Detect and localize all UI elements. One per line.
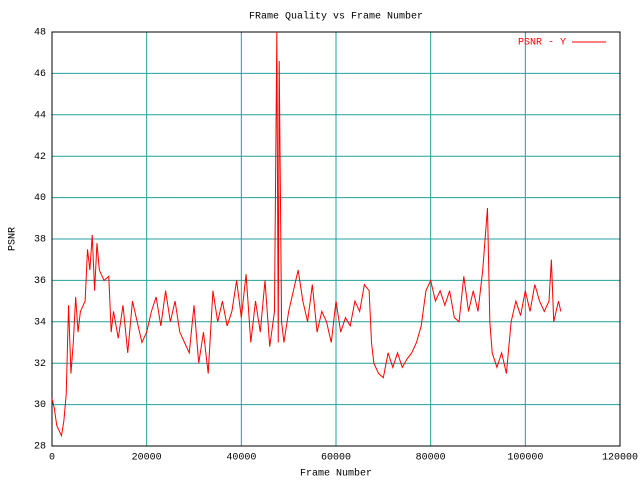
x-axis-label: Frame Number: [300, 468, 372, 480]
legend-label: PSNR - Y: [518, 38, 566, 49]
x-tick-label: 80000: [416, 453, 446, 464]
y-tick-label: 46: [34, 69, 46, 80]
y-tick-label: 34: [34, 317, 46, 328]
x-tick-label: 120000: [602, 453, 638, 464]
y-tick-label: 38: [34, 235, 46, 246]
y-tick-label: 44: [34, 110, 46, 121]
x-tick-label: 100000: [507, 453, 543, 464]
y-tick-label: 40: [34, 193, 46, 204]
y-axis-label: PSNR: [8, 227, 19, 251]
y-tick-label: 28: [34, 442, 46, 453]
y-tick-label: 32: [34, 359, 46, 370]
x-tick-label: 0: [49, 453, 55, 464]
y-tick-label: 36: [34, 276, 46, 287]
plot-frame: [51, 31, 621, 447]
y-tick-label: 48: [34, 28, 46, 39]
y-tick-label: 42: [34, 152, 46, 163]
x-tick-label: 20000: [132, 453, 162, 464]
y-tick-label: 30: [34, 400, 46, 411]
x-tick-label: 40000: [226, 453, 256, 464]
chart-title: FRame Quality vs Frame Number: [249, 11, 423, 23]
x-tick-label: 60000: [321, 453, 351, 464]
data-line: [51, 31, 562, 438]
